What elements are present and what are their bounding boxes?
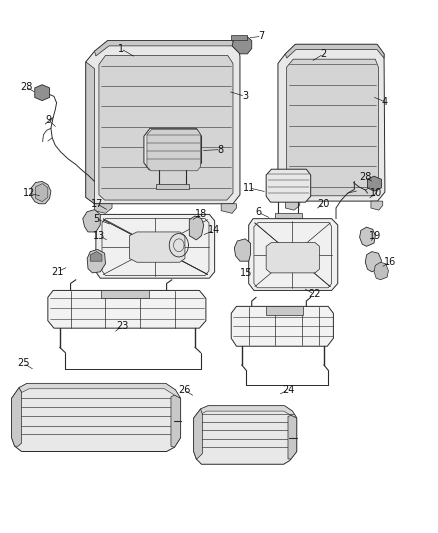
Polygon shape <box>86 62 95 204</box>
Text: 16: 16 <box>384 257 396 267</box>
Text: 23: 23 <box>116 321 128 331</box>
Polygon shape <box>31 181 51 204</box>
Text: 19: 19 <box>369 231 381 241</box>
Polygon shape <box>286 44 384 58</box>
Polygon shape <box>194 406 297 464</box>
Polygon shape <box>371 201 383 210</box>
Polygon shape <box>95 204 112 213</box>
Polygon shape <box>234 239 251 261</box>
Polygon shape <box>86 41 240 204</box>
Polygon shape <box>87 249 106 273</box>
Polygon shape <box>231 306 333 346</box>
Polygon shape <box>95 41 240 56</box>
Text: 28: 28 <box>20 82 32 92</box>
Text: 24: 24 <box>282 385 294 395</box>
Polygon shape <box>96 214 215 278</box>
Polygon shape <box>90 252 102 261</box>
Text: 1: 1 <box>118 44 124 53</box>
Polygon shape <box>35 85 49 101</box>
Polygon shape <box>266 243 319 273</box>
Text: 26: 26 <box>178 385 190 395</box>
Polygon shape <box>287 59 378 196</box>
Text: 14: 14 <box>208 225 220 236</box>
Polygon shape <box>35 183 48 201</box>
Polygon shape <box>171 395 180 447</box>
Polygon shape <box>275 213 302 217</box>
Polygon shape <box>286 201 300 210</box>
Polygon shape <box>83 209 100 232</box>
Polygon shape <box>232 37 252 54</box>
Text: 22: 22 <box>308 289 321 299</box>
Text: 12: 12 <box>23 188 35 198</box>
Polygon shape <box>194 409 202 459</box>
Text: 28: 28 <box>359 172 371 182</box>
Text: 9: 9 <box>46 115 52 125</box>
Polygon shape <box>231 35 247 39</box>
Text: 5: 5 <box>93 214 99 224</box>
Text: 3: 3 <box>242 91 248 101</box>
Polygon shape <box>99 55 233 200</box>
Text: 25: 25 <box>17 358 30 368</box>
Polygon shape <box>266 169 311 202</box>
Polygon shape <box>367 176 381 191</box>
Text: 10: 10 <box>370 188 382 198</box>
Polygon shape <box>221 204 237 213</box>
Text: 6: 6 <box>255 207 261 217</box>
Polygon shape <box>130 232 185 262</box>
Polygon shape <box>12 383 180 451</box>
Polygon shape <box>288 415 297 459</box>
Polygon shape <box>144 128 201 169</box>
Text: 4: 4 <box>382 96 388 107</box>
Polygon shape <box>147 130 201 171</box>
Polygon shape <box>201 406 297 418</box>
Text: 21: 21 <box>51 267 64 277</box>
Polygon shape <box>266 306 303 316</box>
Text: 18: 18 <box>195 209 208 220</box>
Text: 20: 20 <box>318 199 330 209</box>
Polygon shape <box>374 262 389 280</box>
Polygon shape <box>278 44 385 201</box>
Text: 17: 17 <box>91 199 103 209</box>
Polygon shape <box>19 383 180 398</box>
Text: 7: 7 <box>259 31 265 42</box>
Text: 11: 11 <box>243 183 255 193</box>
Text: 15: 15 <box>240 268 252 278</box>
Polygon shape <box>12 387 21 446</box>
Polygon shape <box>189 216 204 240</box>
Text: 13: 13 <box>93 231 105 241</box>
Polygon shape <box>249 219 338 290</box>
Polygon shape <box>155 184 189 189</box>
Polygon shape <box>360 227 375 246</box>
Text: 2: 2 <box>321 49 327 59</box>
Polygon shape <box>101 290 149 298</box>
Polygon shape <box>48 290 206 328</box>
Text: 8: 8 <box>218 144 224 155</box>
Polygon shape <box>365 252 381 272</box>
